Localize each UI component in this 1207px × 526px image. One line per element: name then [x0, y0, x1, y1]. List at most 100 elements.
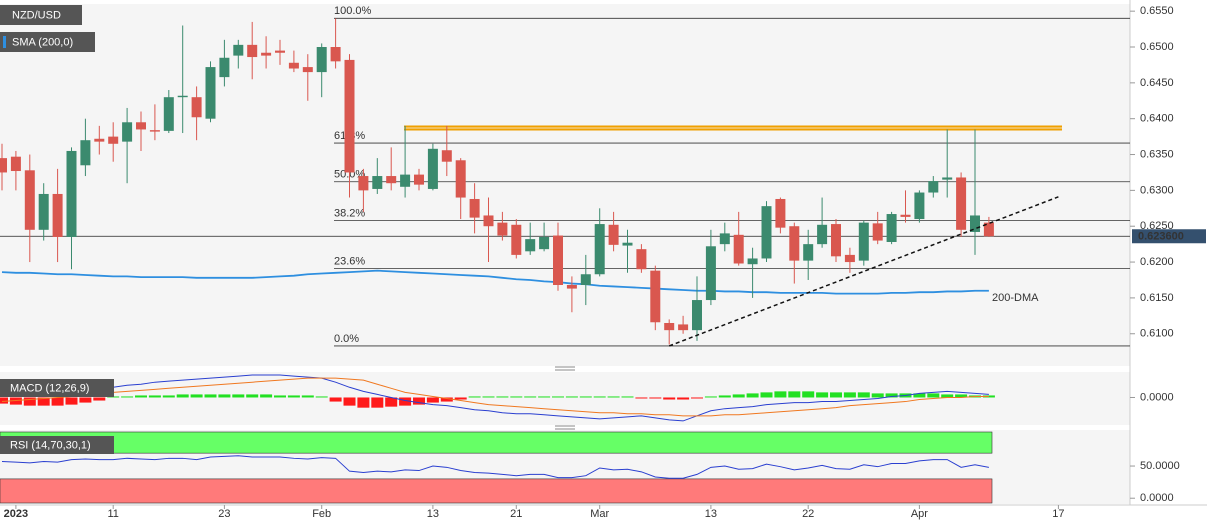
histogram-bar: [413, 397, 425, 405]
candle-body: [427, 148, 438, 189]
candle-body: [372, 176, 383, 189]
candle-body: [719, 233, 730, 245]
histogram-bar: [871, 393, 884, 398]
candle-body: [136, 122, 146, 130]
candle-body: [622, 242, 633, 246]
histogram-bar: [774, 391, 787, 398]
macd-line: [1, 377, 989, 417]
y-tick-label: 0.0000: [1140, 391, 1174, 403]
legend-sma: SMA (200,0): [12, 36, 73, 48]
y-tick-label: 0.6400: [1140, 113, 1174, 125]
fib-label: 100.0%: [334, 5, 372, 17]
candle-body: [761, 206, 772, 259]
candle-body: [122, 122, 133, 142]
candle-body: [636, 249, 647, 270]
y-tick-label: 0.6450: [1140, 77, 1174, 89]
candle-body: [844, 254, 855, 263]
histogram-bar: [732, 394, 745, 398]
histogram-bar: [287, 395, 300, 398]
histogram-bar: [843, 392, 856, 398]
last-price-label: 0.623600: [1138, 231, 1184, 243]
candle-body: [858, 222, 869, 261]
histogram-bar: [440, 397, 453, 402]
candle-body: [163, 97, 174, 131]
x-tick-label: 13: [427, 508, 439, 520]
histogram-bar: [468, 396, 481, 398]
legend-symbol: NZD/USD: [12, 9, 61, 21]
candle-body: [38, 193, 49, 230]
histogram-bar: [162, 395, 175, 398]
histogram-bar: [941, 394, 954, 398]
histogram-bar: [0, 397, 8, 404]
legend-rsi: RSI (14,70,30,1): [10, 439, 91, 451]
histogram-bar: [524, 396, 537, 398]
histogram-bar: [301, 395, 314, 398]
histogram-bar: [454, 397, 467, 400]
histogram-bar: [830, 392, 842, 398]
candle-body: [455, 160, 466, 198]
candle-body: [914, 192, 925, 220]
histogram-bar: [621, 396, 634, 398]
histogram-bar: [371, 397, 384, 408]
candle-body: [233, 44, 244, 56]
y-tick-label: 0.0000: [1140, 492, 1174, 504]
candle-body: [733, 234, 744, 264]
candle-body: [886, 214, 897, 242]
candle-body: [678, 324, 689, 331]
candle-body: [664, 322, 675, 331]
legend-box[interactable]: [0, 5, 82, 25]
candle-body: [970, 215, 980, 232]
histogram-bar: [135, 395, 147, 398]
candle-body: [692, 300, 702, 331]
candle-body: [330, 47, 341, 62]
legend-box[interactable]: [0, 32, 95, 52]
legend-box[interactable]: [0, 436, 114, 454]
candle-body: [705, 246, 716, 301]
histogram-bar: [593, 396, 606, 398]
histogram-bar: [246, 394, 259, 398]
candle-body: [483, 215, 494, 227]
histogram-bar: [760, 392, 773, 398]
legend: NZD/USD SMA (200,0) MACD (12,26,9) RSI (…: [0, 5, 114, 454]
histogram-bar: [663, 397, 676, 400]
histogram-bar: [385, 397, 398, 407]
candle-body: [594, 224, 605, 275]
histogram-bar: [315, 396, 328, 398]
overbought-band: [0, 431, 993, 454]
histogram-bar: [329, 397, 342, 402]
fib-label: 23.6%: [334, 255, 365, 267]
legend-swatch: [3, 36, 6, 48]
histogram-bar: [565, 396, 578, 398]
histogram-bar: [274, 395, 286, 398]
candle-body: [511, 224, 522, 255]
x-tick-label: 21: [510, 508, 522, 520]
y-tick-label: 0.6300: [1140, 184, 1174, 196]
macd-line: [1, 374, 989, 422]
histogram-bar: [885, 393, 898, 398]
histogram-bar: [677, 397, 690, 400]
histogram-bar: [176, 394, 189, 398]
x-tick-label: 23: [218, 508, 230, 520]
legend-macd: MACD (12,26,9): [10, 382, 89, 394]
histogram-bar: [496, 396, 509, 398]
histogram-bar: [552, 396, 564, 398]
legend-box[interactable]: [0, 379, 114, 397]
histogram-bar: [121, 396, 134, 398]
histogram-bar: [218, 394, 231, 398]
histogram-bar: [79, 397, 92, 403]
histogram-bar: [9, 397, 22, 405]
x-tick-label: 17: [1052, 508, 1064, 520]
candle-body: [344, 59, 355, 173]
histogram-bar: [93, 397, 106, 401]
histogram-bar: [426, 397, 439, 403]
rsi-line: [1, 455, 989, 479]
candle-body: [52, 193, 63, 237]
histogram-bar: [357, 397, 370, 408]
y-tick-label: 0.6200: [1140, 256, 1174, 268]
candle-body: [831, 224, 841, 257]
candle-body: [789, 226, 800, 261]
y-tick-label: 0.6350: [1140, 148, 1174, 160]
macd-panel: [0, 372, 1130, 425]
x-tick-label: 22: [802, 508, 814, 520]
histogram-bar: [718, 395, 731, 398]
